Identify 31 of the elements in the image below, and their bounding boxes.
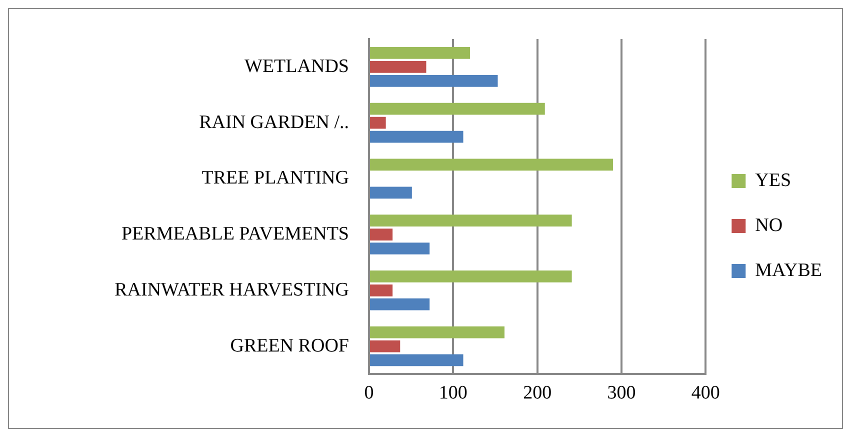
- y-tick-label: RAIN GARDEN /..: [199, 112, 349, 133]
- legend-label: MAYBE: [755, 260, 822, 281]
- bar: [370, 61, 426, 73]
- bar: [370, 74, 498, 87]
- y-tick-label: RAINWATER HARVESTING: [114, 279, 350, 300]
- x-tick-label: 400: [691, 382, 720, 404]
- y-tick-label: WETLANDS: [244, 56, 349, 77]
- x-tick-label: 100: [438, 382, 468, 404]
- legend-label: NO: [755, 214, 783, 236]
- y-tick-label: GREEN ROOF: [230, 335, 349, 356]
- x-tick-label: 300: [607, 382, 636, 404]
- bar: [370, 340, 400, 352]
- bar: [370, 326, 504, 338]
- legend-label: YES: [755, 170, 792, 191]
- y-tick-label: PERMEABLE PAVEMENTS: [121, 224, 349, 245]
- x-tick-label: 0: [364, 382, 374, 404]
- bar: [370, 228, 393, 240]
- bar: [370, 47, 470, 59]
- bar: [370, 284, 393, 296]
- bar: [370, 298, 430, 310]
- bar: [370, 214, 572, 227]
- bar: [370, 158, 614, 171]
- bar: [370, 186, 412, 199]
- x-tick-label: 200: [523, 382, 552, 404]
- bar: [370, 270, 572, 282]
- bar: [370, 102, 545, 115]
- bar: [370, 116, 386, 129]
- bar: [370, 354, 464, 366]
- bar: [370, 130, 464, 143]
- bar: [370, 242, 430, 254]
- y-tick-label: TREE PLANTING: [202, 168, 350, 189]
